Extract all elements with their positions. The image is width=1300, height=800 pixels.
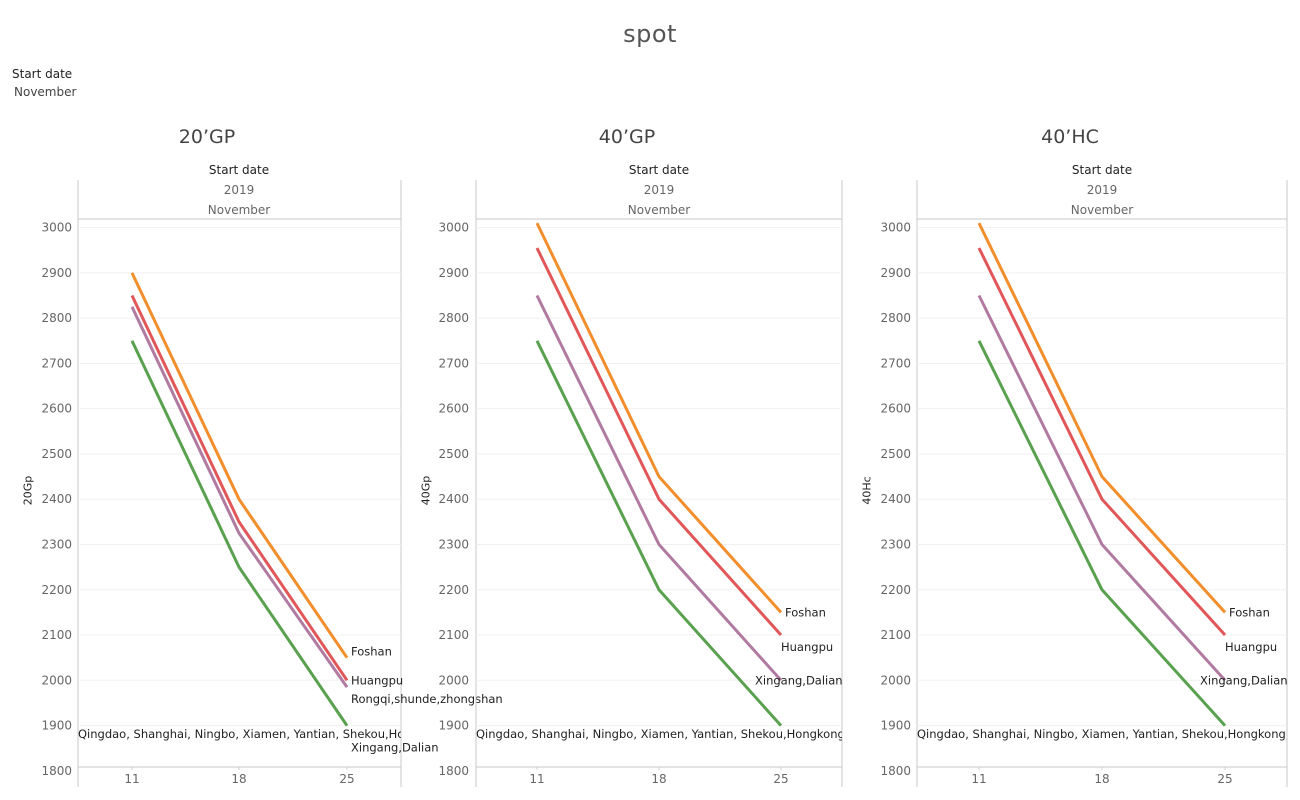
y-tick-label: 1800 xyxy=(438,764,469,778)
column-header-year-2: 2019 xyxy=(643,183,675,197)
column-header-label-1: Start date xyxy=(208,163,270,177)
y-tick-label: 2200 xyxy=(41,583,72,597)
series-label-40gp-0: Foshan xyxy=(785,605,826,619)
x-tick-label: 25 xyxy=(1217,772,1232,786)
bottom-series-label-40hc: Qingdao, Shanghai, Ningbo, Xiamen, Yanti… xyxy=(917,727,1297,741)
x-tick-label: 18 xyxy=(651,772,666,786)
y-tick-label: 1900 xyxy=(880,719,911,733)
series-line-40gp-0 xyxy=(535,222,783,614)
column-header-year-1: 2019 xyxy=(223,183,255,197)
column-header-label-2: Start date xyxy=(628,163,690,177)
y-tick-label: 2500 xyxy=(880,447,911,461)
bottom-series-label-20gp: Qingdao, Shanghai, Ningbo, Xiamen, Yanti… xyxy=(78,727,412,741)
page-title: spot xyxy=(623,20,677,48)
y-tick-label: 2700 xyxy=(41,356,72,370)
y-tick-label: 2000 xyxy=(438,673,469,687)
y-tick-label: 2600 xyxy=(880,402,911,416)
series-line-20gp-2 xyxy=(130,306,349,688)
y-tick-label: 1900 xyxy=(438,719,469,733)
series-label-40hc-1: Huangpu xyxy=(1225,640,1277,654)
y-tick-label: 2800 xyxy=(41,311,72,325)
series-label-40hc-0: Foshan xyxy=(1229,605,1270,619)
column-header-label-3: Start date xyxy=(1071,163,1133,177)
series-line-40gp-1 xyxy=(535,247,783,637)
series-line-40gp-3 xyxy=(535,340,783,727)
series-label-20gp-1: Huangpu xyxy=(351,673,403,687)
series-line-20gp-1 xyxy=(130,294,349,682)
y-tick-label: 2500 xyxy=(41,447,72,461)
y-tick-label: 2100 xyxy=(880,628,911,642)
y-tick-label: 3000 xyxy=(438,221,469,235)
y-tick-label: 2000 xyxy=(41,673,72,687)
y-tick-label: 1800 xyxy=(880,764,911,778)
series-line-20gp-0 xyxy=(130,272,349,659)
y-tick-label: 2400 xyxy=(880,492,911,506)
bottom-series-label-40gp: Qingdao, Shanghai, Ningbo, Xiamen, Yanti… xyxy=(476,727,856,741)
y-tick-label: 2300 xyxy=(438,537,469,551)
column-header-month-2: November xyxy=(627,203,691,217)
series-label-40hc-2: Xingang,Dalian xyxy=(1200,673,1288,687)
y-tick-label: 2600 xyxy=(438,402,469,416)
y-tick-label: 3000 xyxy=(880,221,911,235)
x-tick-label: 25 xyxy=(773,772,788,786)
y-tick-label: 2700 xyxy=(880,356,911,370)
filter-value: November xyxy=(14,85,77,99)
y-tick-label: 2600 xyxy=(41,402,72,416)
y-tick-label: 2000 xyxy=(880,673,911,687)
column-header-month-3: November xyxy=(1070,203,1134,217)
y-tick-label: 2100 xyxy=(41,628,72,642)
y-tick-label: 2200 xyxy=(438,583,469,597)
y-tick-label: 2900 xyxy=(438,266,469,280)
y-tick-label: 2300 xyxy=(41,537,72,551)
y-tick-label: 2100 xyxy=(438,628,469,642)
panel-title-40gp: 40’GP xyxy=(598,126,656,148)
column-header-month-1: November xyxy=(207,203,271,217)
y-tick-label: 2800 xyxy=(880,311,911,325)
series-line-40hc-0 xyxy=(977,222,1227,614)
y-tick-label: 1800 xyxy=(41,764,72,778)
y-tick-label: 2400 xyxy=(41,492,72,506)
start-date-filter[interactable]: Start date November xyxy=(12,67,76,99)
series-line-40gp-2 xyxy=(535,294,783,682)
series-label-40gp-1: Huangpu xyxy=(781,640,833,654)
series-label-20gp-2: Rongqi,shunde,zhongshan xyxy=(351,692,503,706)
y-tick-label: 2900 xyxy=(880,266,911,280)
series-line-40hc-2 xyxy=(977,294,1227,682)
y-tick-label: 2200 xyxy=(880,583,911,597)
x-tick-label: 11 xyxy=(124,772,139,786)
y-tick-label: 2300 xyxy=(880,537,911,551)
x-tick-label: 18 xyxy=(231,772,246,786)
series-line-40hc-1 xyxy=(977,247,1227,637)
x-tick-label: 18 xyxy=(1094,772,1109,786)
x-tick-label: 25 xyxy=(339,772,354,786)
series-label-40gp-2: Xingang,Dalian xyxy=(755,673,843,687)
series-label-20gp-0: Foshan xyxy=(351,645,392,659)
y-tick-label: 2800 xyxy=(438,311,469,325)
panel-title-40hc: 40’HC xyxy=(1041,126,1099,148)
y-tick-label: 3000 xyxy=(41,221,72,235)
y-tick-label: 2400 xyxy=(438,492,469,506)
series-line-40hc-3 xyxy=(977,340,1227,727)
x-tick-label: 11 xyxy=(971,772,986,786)
panel-title-20gp: 20’GP xyxy=(178,126,236,148)
y-tick-label: 2700 xyxy=(438,356,469,370)
series-line-20gp-3 xyxy=(130,340,349,727)
filter-label: Start date xyxy=(12,67,73,81)
y-tick-label: 2900 xyxy=(41,266,72,280)
y-tick-label: 2500 xyxy=(438,447,469,461)
column-header-year-3: 2019 xyxy=(1086,183,1118,197)
y-tick-label: 1900 xyxy=(41,719,72,733)
series-label-20gp-3: Xingang,Dalian xyxy=(351,741,439,755)
x-tick-label: 11 xyxy=(529,772,544,786)
